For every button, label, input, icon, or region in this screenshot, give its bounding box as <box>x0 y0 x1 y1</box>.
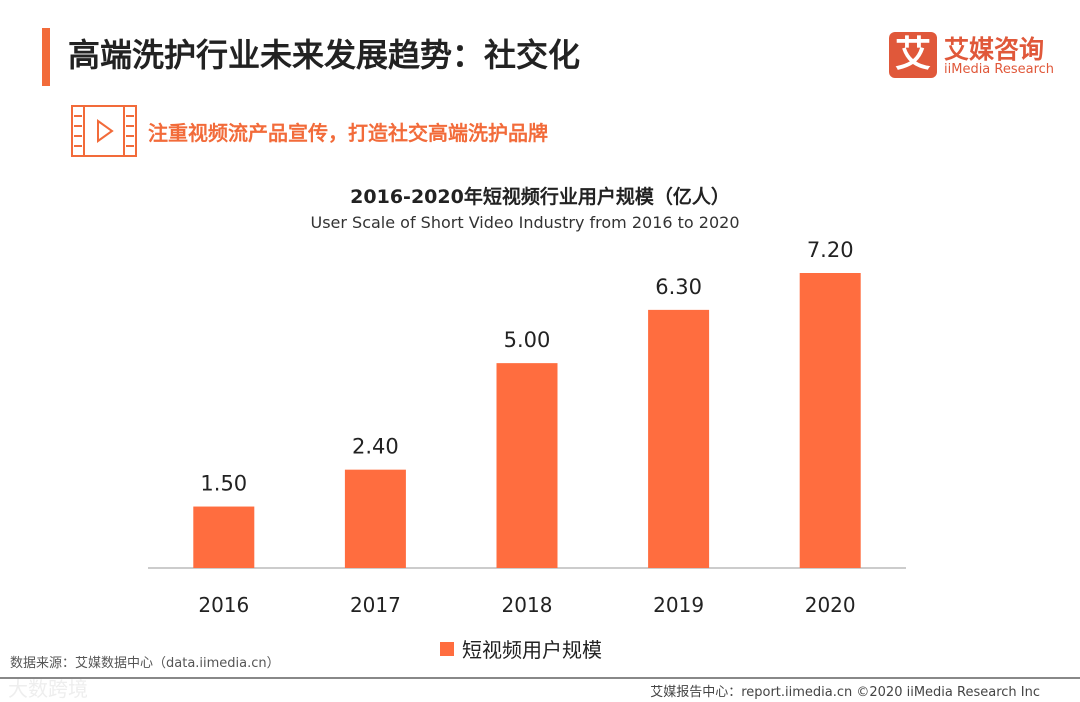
chart-subtitle: User Scale of Short Video Industry from … <box>310 213 740 232</box>
x-tick-label: 2019 <box>653 593 704 617</box>
data-label: 6.30 <box>655 275 702 299</box>
data-label: 7.20 <box>807 238 854 262</box>
legend-label: 短视频用户规模 <box>462 638 602 662</box>
section-subtitle: 注重视频流产品宣传，打造社交高端洗护品牌 <box>148 121 548 145</box>
bar-2016 <box>193 506 255 568</box>
x-tick-label: 2020 <box>805 593 856 617</box>
x-tick-label: 2016 <box>198 593 249 617</box>
logo-mark: 艾 <box>889 32 937 78</box>
legend: 短视频用户规模 <box>440 634 602 663</box>
title-accent-bar <box>42 28 50 86</box>
bar-2020 <box>799 273 861 568</box>
legend-swatch <box>440 641 454 656</box>
watermark: 大数跨境 <box>8 677 88 701</box>
bar-2019 <box>648 309 710 568</box>
footer-divider <box>0 677 1080 679</box>
logo-en: iiMedia Research <box>944 62 1055 77</box>
logo-cn: 艾媒咨询 <box>944 35 1045 64</box>
chart-title: 2016-2020年短视频行业用户规模（亿人） <box>350 186 730 208</box>
data-label: 5.00 <box>504 328 551 352</box>
footer-credit: 艾媒报告中心：report.iimedia.cn ©2020 iiMedia R… <box>650 685 1040 700</box>
data-label: 1.50 <box>200 472 247 496</box>
video-icon <box>70 104 138 162</box>
x-tick-label: 2017 <box>350 593 401 617</box>
data-label: 2.40 <box>352 435 399 459</box>
data-source: 数据来源：艾媒数据中心（data.iimedia.cn） <box>10 656 280 671</box>
bar-2018 <box>496 363 558 568</box>
page-title: 高端洗护行业未来发展趋势：社交化 <box>68 36 581 74</box>
x-tick-label: 2018 <box>502 593 553 617</box>
bar-2017 <box>344 469 406 568</box>
